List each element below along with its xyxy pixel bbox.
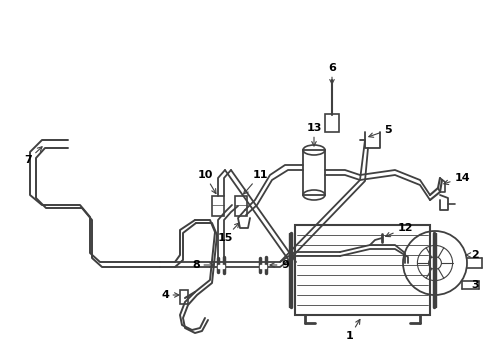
Bar	[180, 290, 187, 304]
Bar	[294, 225, 429, 315]
Text: 9: 9	[269, 260, 288, 270]
Text: 15: 15	[217, 223, 239, 243]
Text: 12: 12	[385, 223, 412, 237]
Text: 2: 2	[465, 250, 478, 260]
Text: 14: 14	[443, 173, 469, 185]
Text: 3: 3	[470, 280, 478, 290]
Text: 4: 4	[161, 290, 179, 300]
Text: 8: 8	[192, 260, 214, 270]
Bar	[235, 196, 246, 216]
Text: 1: 1	[346, 319, 359, 341]
Text: 7: 7	[24, 147, 42, 165]
Bar	[218, 265, 224, 268]
Text: 6: 6	[327, 63, 335, 84]
Bar	[325, 114, 338, 132]
Bar	[260, 265, 265, 268]
Text: 13: 13	[305, 123, 321, 146]
Text: 11: 11	[243, 170, 267, 194]
Text: 10: 10	[197, 170, 216, 194]
Bar	[212, 196, 224, 216]
Text: 5: 5	[368, 125, 391, 137]
Bar	[303, 150, 325, 195]
